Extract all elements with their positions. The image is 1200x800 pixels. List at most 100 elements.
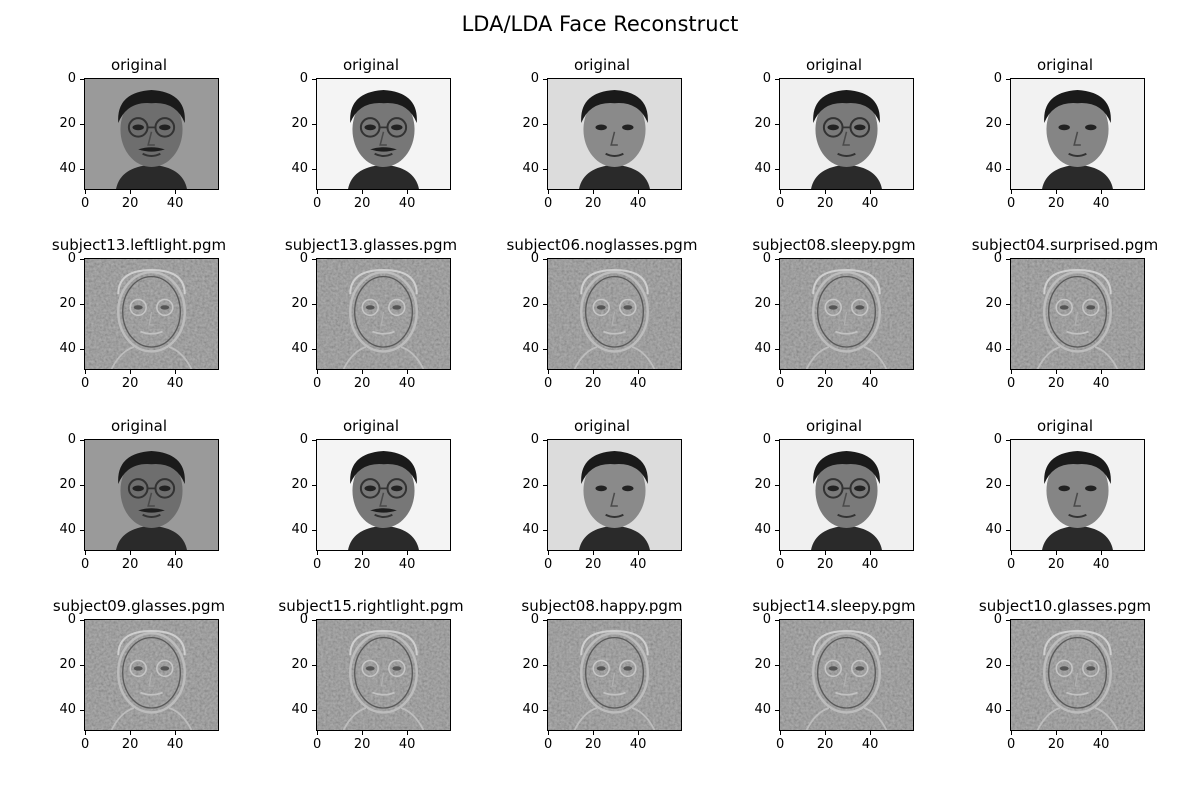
x-tick-label: 20 <box>353 737 371 752</box>
face-image-original <box>779 78 914 190</box>
y-tick-label: 0 <box>530 432 539 448</box>
y-tick-mark <box>775 484 779 486</box>
y-tick-mark <box>775 529 779 531</box>
x-tick-label: 40 <box>861 557 879 572</box>
subplot-4-2: subject15.rightlight.pgm 0 20 40 0 20 40 <box>276 597 466 759</box>
y-tick-label: 0 <box>67 71 76 87</box>
x-tick-label: 40 <box>166 196 184 211</box>
x-tick-mark <box>1056 731 1058 735</box>
y-tick-label: 40 <box>522 701 539 717</box>
y-tick-mark <box>80 709 84 711</box>
subplot-4-1: subject09.glasses.pgm 0 20 40 0 20 40 <box>44 597 234 759</box>
y-tick-label: 20 <box>522 115 539 131</box>
x-tick-mark <box>825 551 827 555</box>
x-tick-label: 0 <box>1006 196 1016 211</box>
x-tick-label: 40 <box>629 376 647 391</box>
x-tick-mark <box>175 370 177 374</box>
x-tick-mark <box>638 190 640 194</box>
y-tick-label: 40 <box>985 701 1002 717</box>
x-tick-mark <box>407 190 409 194</box>
y-tick-mark <box>543 259 547 261</box>
y-tick-mark <box>80 484 84 486</box>
x-tick-label: 20 <box>1047 196 1065 211</box>
y-tick-label: 40 <box>291 160 308 176</box>
subplot-title: subject13.glasses.pgm <box>284 236 458 254</box>
x-tick-label: 0 <box>543 737 553 752</box>
subplot-1-4: original 0 20 40 0 20 40 <box>739 56 929 218</box>
y-tick-mark <box>543 123 547 125</box>
x-tick-label: 40 <box>166 737 184 752</box>
y-tick-label: 40 <box>985 160 1002 176</box>
y-tick-label: 20 <box>754 656 771 672</box>
x-tick-mark <box>407 551 409 555</box>
x-tick-mark <box>130 370 132 374</box>
subplot-2-2: subject13.glasses.pgm 0 20 40 0 20 40 <box>276 236 466 398</box>
face-image-reconstruction <box>779 619 914 731</box>
x-tick-label: 40 <box>629 737 647 752</box>
y-tick-mark <box>543 168 547 170</box>
y-tick-label: 20 <box>59 295 76 311</box>
subplot-title: subject14.sleepy.pgm <box>752 597 916 615</box>
x-tick-label: 0 <box>775 196 785 211</box>
face-image-original <box>1010 78 1145 190</box>
x-tick-mark <box>548 551 550 555</box>
subplot-title: original <box>1036 56 1094 74</box>
y-tick-label: 40 <box>59 521 76 537</box>
y-tick-mark <box>80 620 84 622</box>
y-tick-label: 20 <box>985 115 1002 131</box>
face-image-original <box>84 439 219 551</box>
y-tick-label: 20 <box>985 295 1002 311</box>
subplot-1-2: original 0 20 40 0 20 40 <box>276 56 466 218</box>
y-tick-mark <box>80 440 84 442</box>
y-tick-mark <box>543 440 547 442</box>
subplot-title: original <box>573 56 631 74</box>
y-tick-label: 0 <box>67 432 76 448</box>
x-tick-label: 20 <box>584 376 602 391</box>
x-tick-label: 20 <box>816 737 834 752</box>
y-tick-mark <box>775 259 779 261</box>
x-tick-mark <box>85 370 87 374</box>
x-tick-mark <box>593 551 595 555</box>
x-tick-label: 20 <box>121 196 139 211</box>
y-tick-label: 20 <box>291 656 308 672</box>
x-tick-label: 20 <box>584 737 602 752</box>
x-tick-mark <box>593 370 595 374</box>
x-tick-mark <box>548 731 550 735</box>
y-tick-mark <box>312 709 316 711</box>
x-tick-label: 40 <box>629 557 647 572</box>
y-tick-mark <box>312 303 316 305</box>
x-tick-mark <box>870 731 872 735</box>
y-tick-mark <box>775 709 779 711</box>
x-tick-label: 20 <box>353 196 371 211</box>
y-tick-label: 20 <box>291 476 308 492</box>
subplot-2-3: subject06.noglasses.pgm 0 20 40 0 20 40 <box>507 236 698 398</box>
x-tick-label: 20 <box>121 737 139 752</box>
y-tick-mark <box>775 123 779 125</box>
y-tick-label: 40 <box>522 160 539 176</box>
subplot-3-3: original 0 20 40 0 20 40 <box>507 417 697 579</box>
x-tick-mark <box>825 731 827 735</box>
y-tick-label: 0 <box>762 251 771 267</box>
y-tick-mark <box>543 79 547 81</box>
x-tick-mark <box>362 370 364 374</box>
x-tick-label: 40 <box>1092 376 1110 391</box>
x-tick-mark <box>780 370 782 374</box>
x-tick-mark <box>362 731 364 735</box>
y-tick-mark <box>312 123 316 125</box>
x-tick-mark <box>1101 551 1103 555</box>
face-image-reconstruction <box>316 258 451 370</box>
x-tick-mark <box>1011 551 1013 555</box>
y-tick-mark <box>543 348 547 350</box>
x-tick-label: 0 <box>80 376 90 391</box>
x-tick-mark <box>317 190 319 194</box>
x-tick-label: 40 <box>398 557 416 572</box>
subplot-4-5: subject10.glasses.pgm 0 20 40 0 20 40 <box>970 597 1160 759</box>
y-tick-label: 40 <box>59 701 76 717</box>
x-tick-mark <box>85 190 87 194</box>
x-tick-label: 0 <box>312 376 322 391</box>
y-tick-mark <box>312 259 316 261</box>
x-tick-mark <box>1056 370 1058 374</box>
y-tick-label: 20 <box>985 656 1002 672</box>
y-tick-mark <box>775 348 779 350</box>
subplot-3-1: original 0 20 40 0 20 40 <box>44 417 234 579</box>
